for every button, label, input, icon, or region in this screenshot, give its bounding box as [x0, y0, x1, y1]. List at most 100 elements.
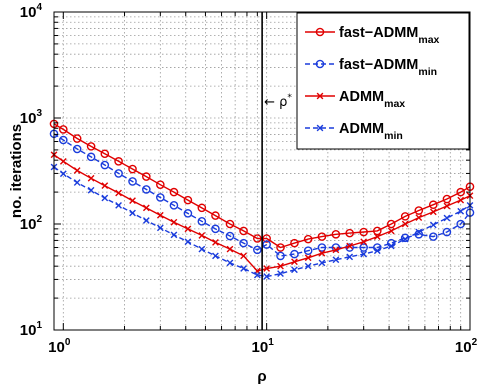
- series-4-point: [142, 217, 150, 224]
- series-3-point: [415, 214, 423, 221]
- rho-star-label: ← ρ*: [264, 93, 292, 110]
- series-4-point: [373, 247, 381, 255]
- series-3-point: [73, 167, 81, 174]
- series-4-point: [240, 265, 247, 272]
- series-2-point: [225, 231, 235, 241]
- series-1-point: [142, 172, 151, 181]
- series-4-point: [59, 170, 67, 178]
- legend-swatch-marker: [316, 92, 324, 100]
- series-2-point: [442, 227, 452, 237]
- series-1-point: [156, 180, 165, 189]
- series-3-point: [115, 189, 122, 197]
- series-1-point: [303, 234, 313, 244]
- series-4-point: [429, 221, 437, 229]
- series-1-point: [359, 227, 368, 237]
- series-3-point: [184, 225, 192, 233]
- series-2-point: [331, 243, 341, 252]
- series-2-point: [262, 240, 271, 249]
- series-4-point: [332, 256, 340, 264]
- series-2-point: [290, 249, 299, 259]
- series-4-point: [115, 201, 122, 209]
- series-4-point: [346, 253, 354, 261]
- series-3-point: [212, 239, 219, 246]
- series-1-point: [262, 234, 271, 243]
- series-3-point: [387, 227, 395, 235]
- series-4-point: [457, 207, 465, 215]
- legend-swatch-marker: [315, 59, 325, 69]
- series-1-point: [400, 212, 410, 221]
- series-4-point: [87, 186, 95, 194]
- series-2-point: [59, 135, 68, 145]
- series-1-point: [86, 142, 96, 151]
- series-2-point: [239, 238, 248, 248]
- series-4-point: [304, 262, 312, 270]
- y-tick-label: 102: [20, 214, 43, 233]
- series-2-point: [114, 169, 123, 178]
- legend-label: ADMMmin: [339, 121, 403, 142]
- series-4-point: [73, 179, 81, 186]
- series-4-point: [226, 259, 234, 267]
- series-1-point: [59, 125, 68, 134]
- series-2-point: [100, 160, 110, 170]
- series-3: [50, 151, 474, 275]
- series-4-point: [318, 259, 326, 267]
- legend-label: fast−ADMMmin: [339, 57, 437, 78]
- series-3-point: [346, 242, 354, 250]
- series-2-point: [169, 201, 179, 210]
- series-4-point: [198, 245, 206, 253]
- series-2-point: [72, 144, 82, 154]
- series-1-point: [372, 226, 382, 236]
- series-2-point: [317, 243, 327, 252]
- series-3-point: [240, 252, 247, 260]
- legend-label: ADMMmax: [339, 89, 405, 110]
- series-4-point: [291, 266, 298, 274]
- series-4-point: [184, 238, 192, 246]
- series-3-point: [129, 197, 136, 205]
- series-3-point: [401, 220, 409, 228]
- series-2-point: [183, 209, 193, 218]
- series-3-point: [429, 208, 437, 216]
- x-tick-label: 102: [455, 337, 478, 356]
- legend: fast−ADMMmax fast−ADMMmin ADMMmax ADMMmin: [296, 12, 470, 150]
- legend-swatch-marker: [315, 27, 325, 37]
- legend-entry-3: ADMMmax: [305, 89, 405, 110]
- series-2-point: [359, 243, 368, 252]
- y-tick-label: 104: [20, 2, 43, 21]
- vertical-reference-line: ← ρ*: [261, 12, 292, 330]
- legend-entry-2: fast−ADMMmin: [305, 57, 437, 78]
- series-3-point: [142, 204, 150, 212]
- series-2-point: [156, 193, 165, 202]
- legend-box: [296, 12, 470, 150]
- series-1-point: [197, 203, 207, 213]
- series-1-point: [429, 200, 438, 210]
- series-1-point: [317, 232, 327, 241]
- series-1-point: [442, 194, 452, 204]
- series-3-point: [277, 262, 284, 270]
- y-tick-label: 101: [20, 320, 43, 339]
- x-tick-label: 100: [48, 337, 71, 356]
- series-3-point: [360, 238, 368, 246]
- series-2-point: [276, 251, 285, 261]
- series-1-point: [290, 238, 299, 248]
- series-3-point: [443, 202, 451, 210]
- series-3-point: [156, 211, 164, 219]
- series-4-point: [277, 270, 284, 278]
- series-1-point: [211, 211, 220, 220]
- series-1-point: [100, 149, 110, 159]
- series-2-point: [303, 246, 313, 255]
- series-1-point: [169, 187, 179, 197]
- series-4-point: [253, 271, 261, 279]
- series-4-point: [360, 250, 368, 258]
- series-1-point: [225, 219, 235, 229]
- series-2-point: [197, 217, 207, 226]
- series-3-point: [263, 265, 271, 272]
- series-4-point: [263, 273, 271, 280]
- series-2-point: [128, 177, 137, 186]
- series-1-point: [331, 229, 341, 239]
- series-1-point: [183, 195, 193, 205]
- legend-entry-4: ADMMmin: [305, 121, 403, 142]
- y-axis-label: no. iterations: [8, 124, 25, 218]
- series-4-point: [415, 228, 423, 236]
- series-4-point: [101, 194, 109, 202]
